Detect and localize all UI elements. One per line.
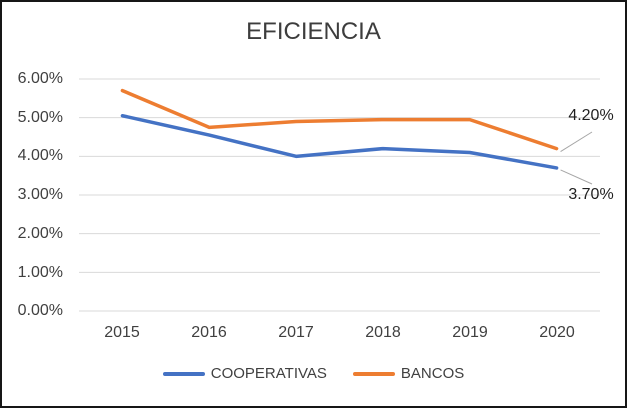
y-axis-tick: 1.00% bbox=[17, 264, 63, 281]
y-axis-tick: 2.00% bbox=[17, 225, 63, 242]
x-axis-tick: 2019 bbox=[452, 324, 488, 341]
y-axis-tick: 3.00% bbox=[17, 186, 63, 203]
chart-legend: COOPERATIVAS BANCOS bbox=[2, 365, 625, 382]
legend-entry-bancos: BANCOS bbox=[352, 365, 465, 382]
x-axis-tick: 2016 bbox=[191, 324, 227, 341]
x-axis-tick: 2015 bbox=[104, 324, 140, 341]
legend-swatch-bancos bbox=[352, 371, 395, 376]
legend-label-cooperativas: COOPERATIVAS bbox=[210, 365, 327, 382]
legend-label-bancos: BANCOS bbox=[400, 365, 465, 382]
x-axis-tick: 2018 bbox=[365, 324, 401, 341]
x-axis-tick: 2017 bbox=[278, 324, 314, 341]
y-axis-tick: 5.00% bbox=[17, 109, 63, 126]
data-label-cooperativas: 3.70% bbox=[568, 186, 614, 203]
y-axis-tick: 6.00% bbox=[17, 70, 63, 87]
legend-swatch-cooperativas bbox=[162, 371, 205, 376]
data-label-bancos: 4.20% bbox=[568, 107, 614, 124]
y-axis-tick: 0.00% bbox=[17, 302, 63, 319]
x-axis-tick: 2020 bbox=[539, 324, 575, 341]
chart-title: EFICIENCIA bbox=[246, 18, 381, 45]
legend-entry-cooperativas: COOPERATIVAS bbox=[162, 365, 327, 382]
y-axis-tick: 4.00% bbox=[17, 147, 63, 164]
